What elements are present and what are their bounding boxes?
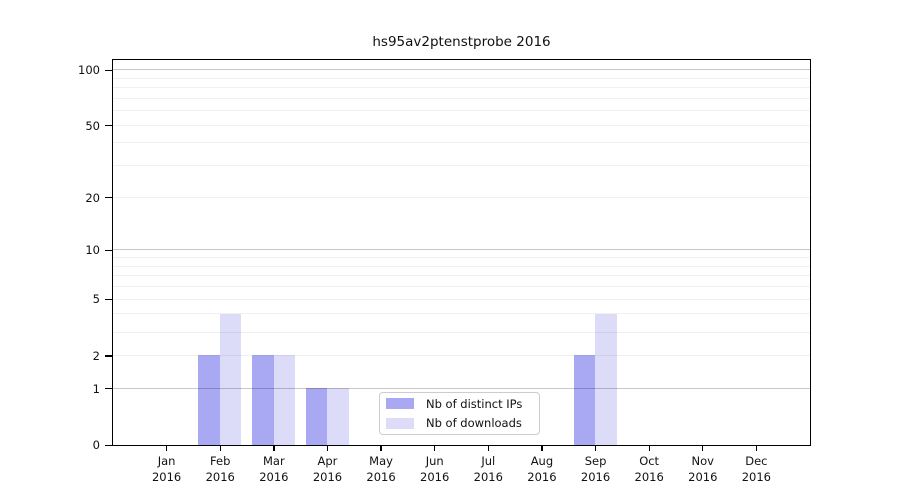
y-tick-label-100: 100	[78, 63, 100, 77]
gridline-major-10	[112, 249, 810, 251]
y-tick-label-20: 20	[85, 190, 100, 205]
x-tick-aug	[541, 445, 543, 451]
gridline-minor-40	[112, 142, 810, 144]
legend-item-distinct-ips: Nb of distinct IPs	[386, 395, 531, 413]
x-tick-feb	[219, 445, 221, 451]
legend-swatch-distinct-ips	[386, 398, 414, 410]
y-tick-20	[105, 197, 112, 199]
legend-item-downloads: Nb of downloads	[386, 415, 531, 433]
x-tick-sep	[594, 445, 597, 451]
x-tick-label-sep: Sep 2016	[580, 454, 611, 484]
gridline-minor-6	[112, 286, 810, 288]
gridline-minor-7	[112, 275, 810, 277]
y-tick-label-5: 5	[92, 292, 100, 307]
bar-distinct-ips-feb	[198, 355, 220, 445]
x-tick-may	[380, 445, 382, 451]
x-tick-label-nov: Nov 2016	[688, 454, 718, 484]
bar-distinct-ips-apr	[305, 388, 328, 445]
y-tick-2	[105, 355, 112, 357]
gridline-minor-80	[112, 87, 810, 89]
legend: Nb of distinct IPs Nb of downloads	[379, 392, 540, 435]
chart-title: hs95av2ptenstprobe 2016	[372, 34, 551, 50]
plot-area	[111, 58, 811, 446]
x-tick-label-jul: Jul 2016	[473, 454, 503, 484]
y-tick-label-50: 50	[85, 118, 100, 133]
x-tick-label-apr: Apr 2016	[312, 454, 343, 484]
gridline-minor-5	[112, 298, 810, 300]
x-tick-oct	[648, 445, 650, 451]
y-tick-1	[105, 388, 112, 390]
x-tick-jun	[434, 445, 436, 451]
gridline-minor-9	[112, 257, 810, 259]
bar-downloads-apr	[327, 388, 349, 445]
gridline-minor-3	[112, 331, 810, 333]
gridline-minor-60	[112, 110, 810, 112]
x-tick-mar	[273, 445, 275, 451]
y-tick-10	[105, 249, 112, 251]
legend-swatch-downloads	[386, 417, 414, 429]
y-tick-5	[105, 298, 112, 301]
y-tick-label-0: 0	[92, 438, 100, 452]
gridline-major-100	[112, 69, 810, 71]
y-tick-label-1: 1	[92, 381, 100, 396]
gridline-minor-90	[112, 77, 810, 79]
x-tick-jul	[487, 445, 489, 451]
x-tick-label-jan: Jan 2016	[151, 454, 182, 484]
bar-downloads-feb	[219, 313, 242, 445]
y-tick-0	[105, 444, 112, 446]
x-tick-jan	[166, 445, 168, 451]
bar-distinct-ips-sep	[573, 355, 596, 445]
gridline-minor-30	[112, 165, 810, 167]
y-tick-50	[105, 125, 112, 127]
bar-distinct-ips-mar	[252, 355, 274, 445]
bar-downloads-sep	[595, 313, 617, 445]
gridline-minor-50	[112, 124, 810, 126]
gridline-minor-70	[112, 97, 810, 99]
x-tick-label-dec: Dec 2016	[741, 454, 772, 484]
x-tick-nov	[702, 445, 704, 451]
gridline-minor-4	[112, 313, 810, 315]
y-tick-label-2: 2	[92, 348, 100, 363]
x-tick-label-aug: Aug 2016	[527, 454, 557, 484]
x-tick-label-mar: Mar 2016	[259, 454, 289, 484]
gridline-minor-2	[112, 354, 810, 356]
x-tick-label-may: May 2016	[366, 454, 396, 484]
y-tick-label-10: 10	[85, 243, 100, 258]
gridline-minor-8	[112, 265, 810, 267]
x-tick-apr	[326, 445, 329, 451]
bar-downloads-mar	[273, 355, 296, 445]
x-tick-dec	[755, 445, 758, 451]
legend-label-distinct-ips: Nb of distinct IPs	[426, 396, 523, 411]
x-tick-label-jun: Jun 2016	[420, 454, 450, 484]
gridline-minor-20	[112, 196, 810, 198]
gridline-major-1	[112, 387, 810, 389]
y-tick-100	[105, 69, 112, 71]
x-tick-label-oct: Oct 2016	[634, 454, 664, 484]
legend-label-downloads: Nb of downloads	[426, 416, 522, 431]
x-tick-label-feb: Feb 2016	[205, 454, 235, 484]
